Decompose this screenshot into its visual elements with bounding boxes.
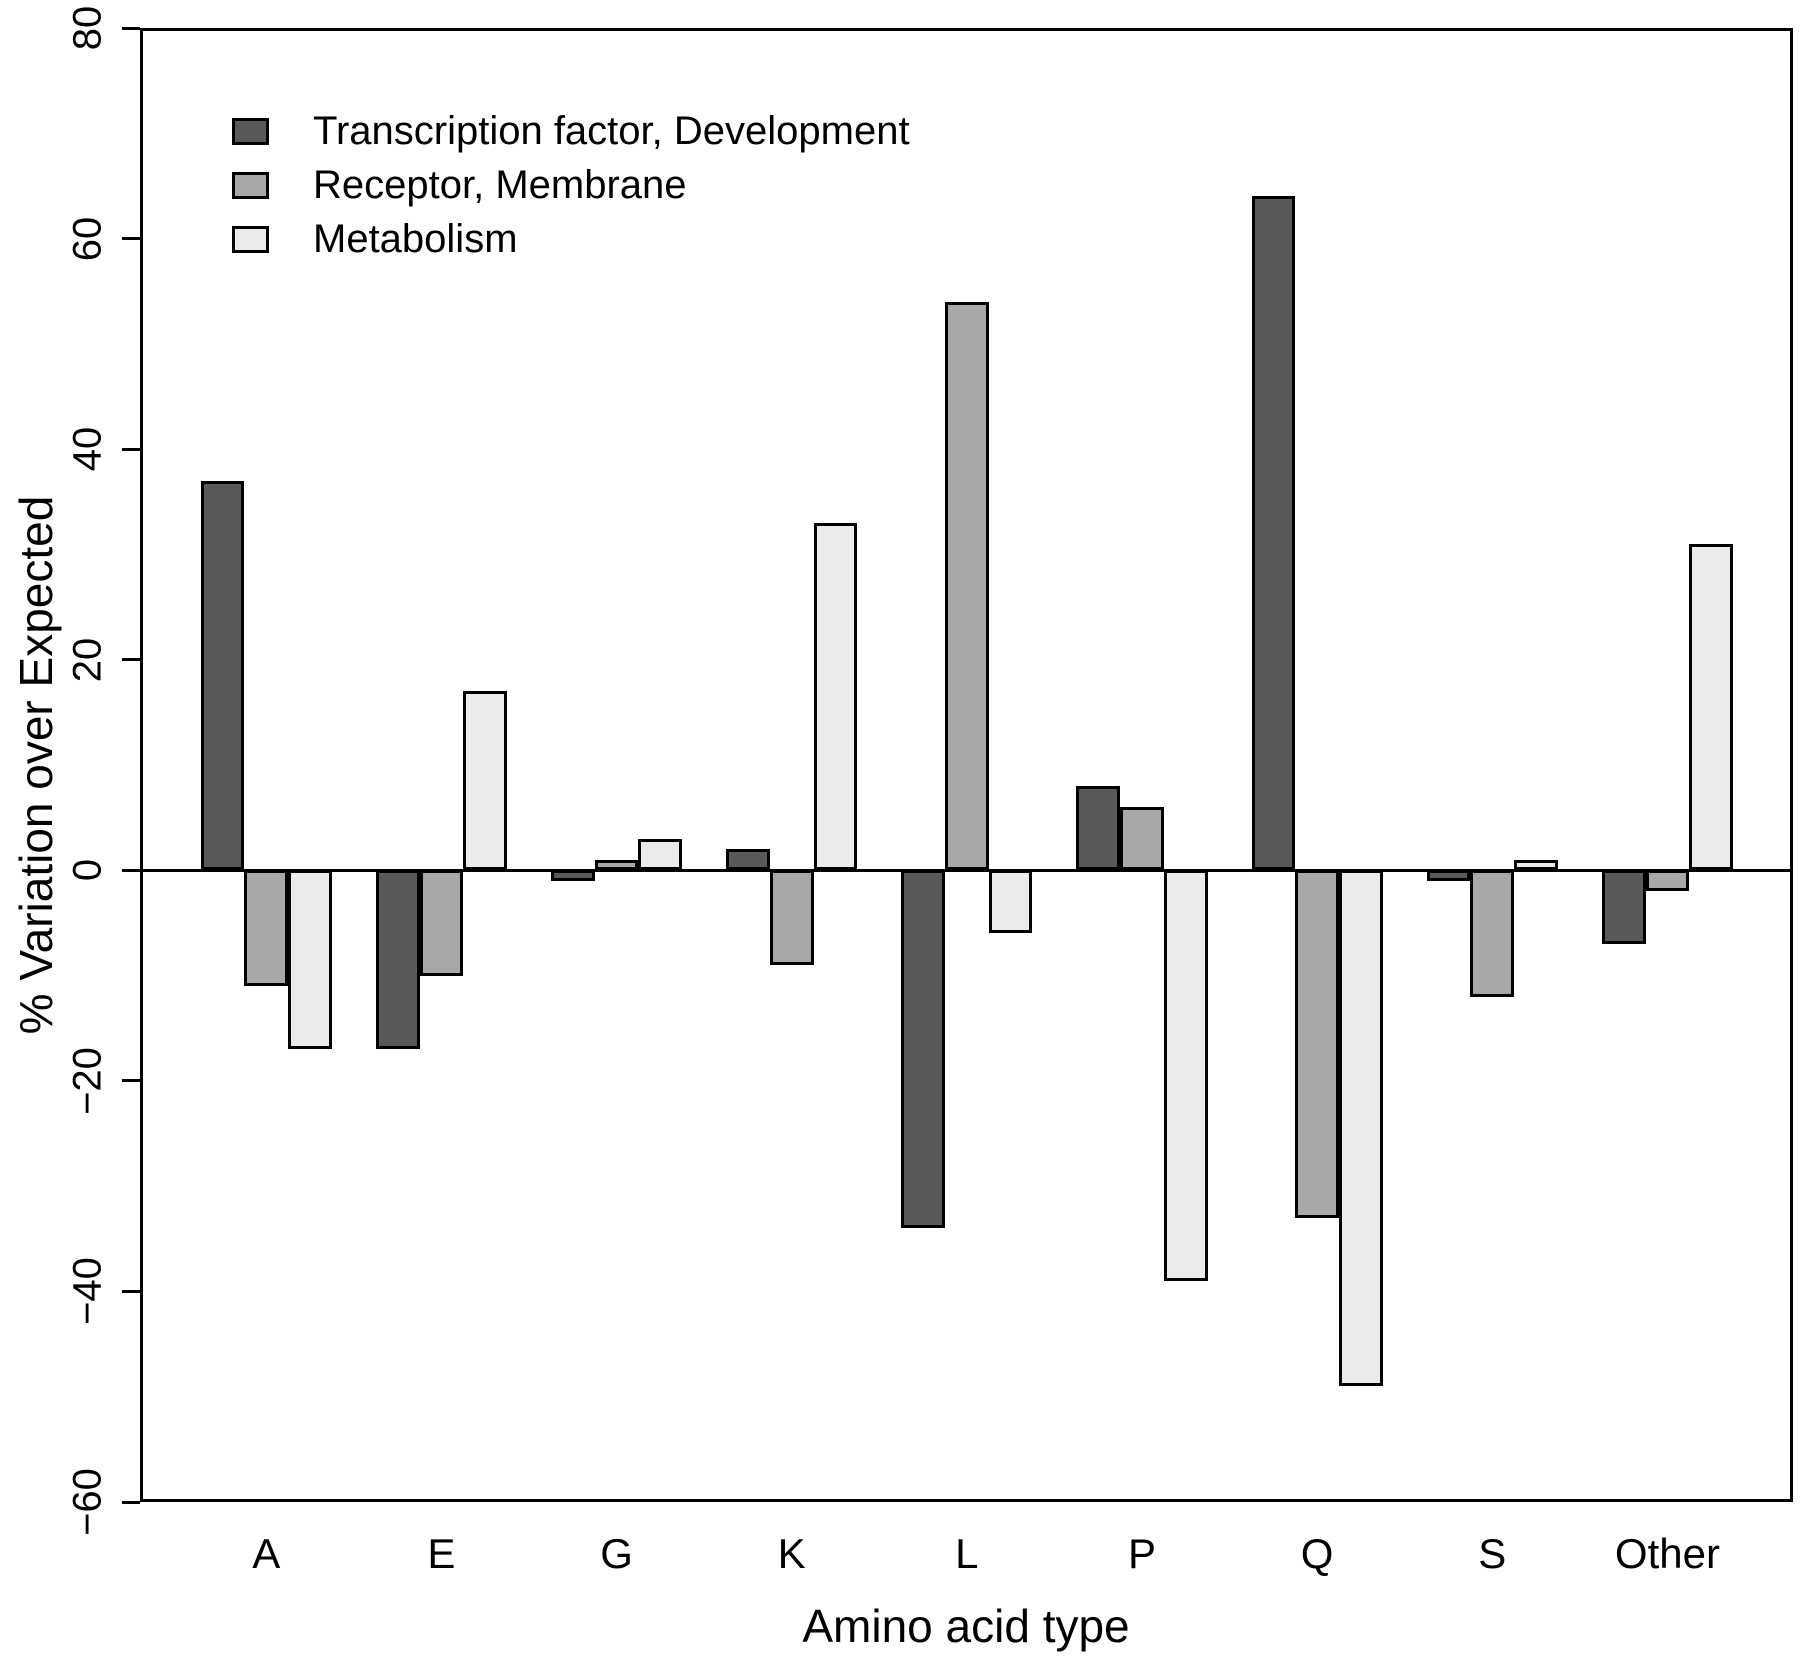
bar-Q-series0: [1251, 196, 1296, 871]
y-tick-label: −20: [65, 1046, 110, 1115]
plot-area: [140, 28, 1793, 1502]
zero-baseline: [140, 868, 1793, 872]
bar-G-series0: [551, 870, 595, 881]
legend: Transcription factor, Development Recept…: [232, 104, 910, 266]
x-category-label: Q: [1300, 1530, 1334, 1577]
x-category-label: S: [1478, 1530, 1507, 1577]
bar-A-series1: [244, 870, 289, 987]
legend-swatch-light: [232, 225, 269, 253]
y-tick: [122, 658, 140, 662]
legend-label: Transcription factor, Development: [313, 108, 910, 153]
legend-label: Metabolism: [313, 216, 518, 261]
legend-swatch-dark: [232, 117, 269, 145]
bar-A-series0: [200, 480, 245, 871]
bar-P-series2: [1163, 870, 1208, 1281]
legend-entry-receptor-membrane: Receptor, Membrane: [232, 158, 910, 212]
bar-A-series2: [288, 870, 332, 1050]
y-tick-label: 80: [65, 5, 110, 51]
bar-K-series2: [813, 522, 858, 871]
bar-G-series1: [594, 859, 639, 871]
bar-G-series2: [638, 838, 683, 871]
bar-L-series0: [901, 870, 945, 1229]
x-category-label: E: [427, 1530, 456, 1577]
y-tick: [122, 1079, 140, 1083]
x-axis-title: Amino acid type: [802, 1600, 1130, 1652]
y-tick: [122, 447, 140, 451]
bar-Other-series1: [1645, 870, 1690, 892]
y-tick: [122, 868, 140, 872]
bar-L-series2: [988, 870, 1033, 934]
y-tick: [122, 26, 140, 30]
legend-entry-metabolism: Metabolism: [232, 212, 910, 266]
x-category-label: P: [1127, 1530, 1157, 1577]
bar-E-series0: [375, 870, 420, 1050]
legend-label: Receptor, Membrane: [313, 162, 687, 207]
y-tick-label: −40: [65, 1257, 110, 1326]
y-tick: [122, 1500, 140, 1504]
y-tick-label: 40: [65, 426, 110, 472]
x-category-label: Other: [1614, 1530, 1720, 1577]
bar-P-series0: [1076, 786, 1121, 871]
bar-P-series1: [1120, 807, 1164, 871]
y-tick-label: 20: [65, 637, 110, 682]
bar-E-series2: [463, 691, 507, 871]
x-category-label: L: [955, 1530, 979, 1577]
legend-entry-transcription-factor: Transcription factor, Development: [232, 104, 910, 158]
bar-S-series1: [1470, 870, 1515, 997]
bar-Other-series2: [1689, 543, 1733, 871]
bar-L-series1: [945, 301, 989, 871]
y-tick-label: −60: [65, 1468, 110, 1536]
y-tick-label: 60: [65, 216, 110, 261]
y-tick-label: 0: [65, 859, 110, 882]
y-axis-title: % Variation over Expected: [10, 495, 62, 1035]
legend-swatch-medium: [232, 171, 269, 199]
bar-Q-series2: [1339, 870, 1383, 1387]
bar-E-series1: [419, 870, 464, 976]
x-category-label: K: [777, 1530, 806, 1577]
y-tick: [122, 237, 140, 241]
x-category-label: A: [252, 1530, 281, 1577]
bar-S-series2: [1514, 859, 1558, 871]
bar-S-series0: [1426, 870, 1471, 881]
bar-Q-series1: [1295, 870, 1339, 1218]
bar-Other-series0: [1601, 870, 1646, 944]
bar-K-series1: [769, 870, 814, 966]
y-tick: [122, 1289, 140, 1293]
x-category-label: G: [600, 1530, 633, 1577]
bar-K-series0: [726, 849, 770, 871]
